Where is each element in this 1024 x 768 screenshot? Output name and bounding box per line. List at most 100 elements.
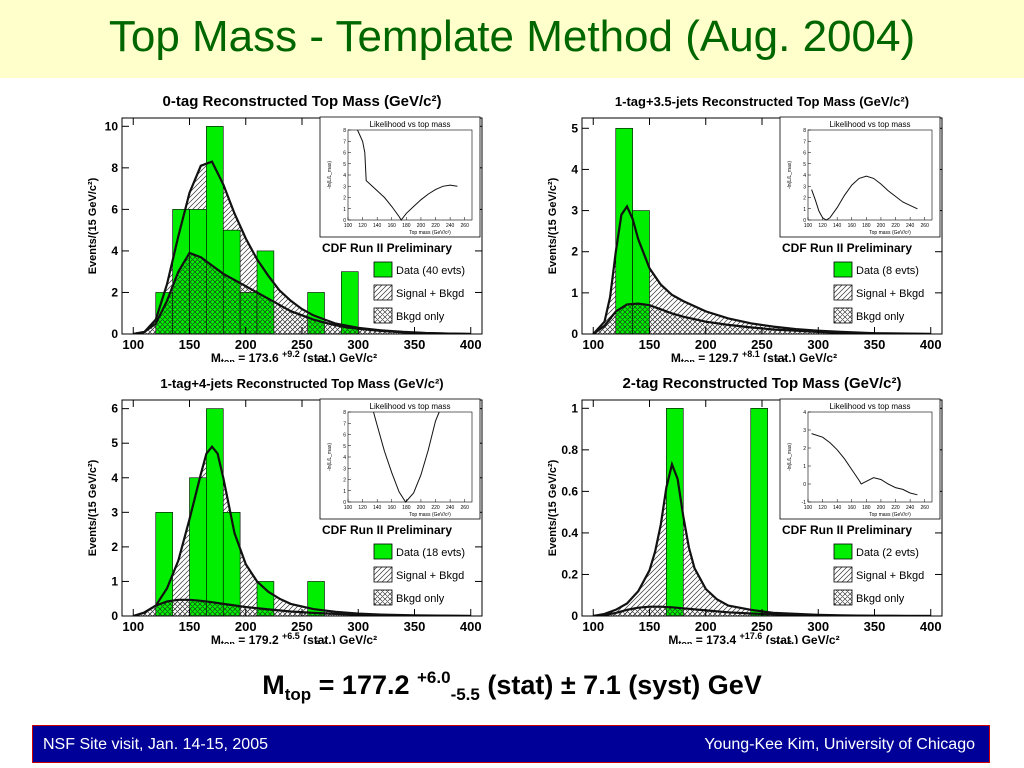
y-tick-label: 1 <box>111 574 118 588</box>
chart-svg: 2-tag Reconstructed Top Mass (GeV/c²) Eve… <box>540 364 960 644</box>
x-tick-label: 250 <box>291 337 313 352</box>
x-tick-label: 350 <box>864 337 886 352</box>
chart-title: 1-tag+3.5-jets Reconstructed Top Mass (G… <box>615 94 909 109</box>
y-tick-label: 0.2 <box>561 567 578 581</box>
x-tick-label: 300 <box>807 337 829 352</box>
likelihood-curve <box>357 129 458 221</box>
preliminary-label: CDF Run II Preliminary <box>322 241 452 255</box>
inset-y-tick-label: 6 <box>343 151 346 157</box>
plot-area <box>133 126 471 334</box>
legend-label: Signal + Bkgd <box>856 288 924 300</box>
inset-y-tick-label: 0 <box>343 500 346 506</box>
inset-title: Likelihood vs top mass <box>830 402 911 411</box>
x-tick-label: 250 <box>751 619 773 634</box>
legend-swatch <box>833 261 853 278</box>
x-tick-label: 200 <box>235 619 257 634</box>
chart-svg: 1-tag+3.5-jets Reconstructed Top Mass (G… <box>540 82 960 362</box>
chart-1tag-4jets: 1-tag+4-jets Reconstructed Top Mass (GeV… <box>80 364 500 644</box>
inset-y-tick-label: 4 <box>803 173 806 179</box>
mass-value: = 129.7 <box>695 351 742 362</box>
plot-area <box>592 127 931 334</box>
inset-x-tick-label: 260 <box>921 223 930 229</box>
inset-y-tick-label: 1 <box>343 207 346 213</box>
mass-label: Mtop = 129.7 +8.1 (stat.) GeV/c² <box>671 349 837 362</box>
inset-x-label: Top mass (GeV/c²) <box>409 512 451 518</box>
inset-y-tick-label: 8 <box>343 410 346 416</box>
inset-x-tick-label: 100 <box>804 223 813 229</box>
inset-x-tick-label: 120 <box>358 505 367 511</box>
chart-0tag: 0-tag Reconstructed Top Mass (GeV/c²) Eve… <box>80 82 500 362</box>
result-suffix: (stat) ± 7.1 (syst) GeV <box>479 670 762 700</box>
inset-y-tick-label: 1 <box>803 464 806 470</box>
result-minus: -5.5 <box>450 685 480 704</box>
y-tick-label: 4 <box>111 244 118 258</box>
result-mid: = 177.2 <box>311 670 417 700</box>
legend-label: Bkgd only <box>396 311 445 323</box>
bkg-area <box>593 303 931 334</box>
slide-title: Top Mass - Template Method (Aug. 2004) <box>108 12 916 61</box>
x-tick-label: 150 <box>179 619 201 634</box>
inset-y-tick-label: 5 <box>343 444 346 450</box>
x-tick-label: 250 <box>291 619 313 634</box>
inset-y-tick-label: 0 <box>343 218 346 224</box>
mass-post: (stat.) GeV/c² <box>300 351 377 362</box>
inset-y-tick-label: 4 <box>343 173 346 179</box>
inset-y-tick-label: 6 <box>343 433 346 439</box>
mass-label: Mtop = 173.6 +9.2 (stat.) GeV/c² <box>211 349 377 362</box>
y-tick-label: 5 <box>111 436 118 450</box>
y-tick-label: 3 <box>571 204 578 218</box>
x-tick-label: 100 <box>122 619 144 634</box>
mass-plus: +6.5 <box>282 631 300 641</box>
inset-x-label: Top mass (GeV/c²) <box>869 512 911 518</box>
mass-sub: top <box>678 639 692 644</box>
bkg-curve <box>592 302 931 334</box>
inset-y-tick-label: 3 <box>343 184 346 190</box>
y-tick-label: 8 <box>111 161 118 175</box>
legend-swatch <box>373 261 393 278</box>
inset-x-tick-label: 180 <box>862 223 871 229</box>
legend-label: Bkgd only <box>856 311 905 323</box>
inset-x-tick-label: 100 <box>344 505 353 511</box>
x-tick-label: 250 <box>751 337 773 352</box>
y-tick-label: 0 <box>111 327 118 341</box>
inset-box <box>319 398 481 520</box>
inset-x-tick-label: 200 <box>417 505 426 511</box>
legend-label: Bkgd only <box>396 593 445 605</box>
inset-y-tick-label: 6 <box>803 151 806 157</box>
plot-area <box>132 408 471 616</box>
x-tick-label: 300 <box>347 619 369 634</box>
mass-post: (stat.) GeV/c² <box>760 351 837 362</box>
inset-x-tick-label: 260 <box>921 505 930 511</box>
legend-swatch <box>373 307 393 324</box>
inset-x-tick-label: 160 <box>848 505 857 511</box>
mass-m: M <box>211 351 221 362</box>
likelihood-curve <box>811 175 918 221</box>
title-bar <box>0 0 1024 78</box>
y-axis-label: Events/(15 GeV/c²) <box>547 459 559 556</box>
mass-plus: +9.2 <box>282 349 300 359</box>
inset-y-tick-label: 7 <box>343 139 346 145</box>
y-tick-label: 0.4 <box>561 526 578 540</box>
legend-label: Signal + Bkgd <box>396 570 464 582</box>
y-tick-label: 0 <box>571 609 578 623</box>
inset-x-tick-label: 180 <box>402 223 411 229</box>
inset-x-tick-label: 180 <box>862 505 871 511</box>
inset-x-tick-label: 120 <box>818 505 827 511</box>
mass-post: (stat.) GeV/c² <box>300 633 377 644</box>
x-tick-label: 300 <box>347 337 369 352</box>
mass-plus: +8.1 <box>742 349 760 359</box>
inset-x-label: Top mass (GeV/c²) <box>869 230 911 236</box>
x-tick-label: 200 <box>235 337 257 352</box>
inset-y-label: -ln(L/L_max) <box>327 443 333 471</box>
bkg-curve <box>132 598 471 616</box>
inset-y-tick-label: 1 <box>803 207 806 213</box>
inset-frame <box>807 411 933 503</box>
x-tick-label: 400 <box>920 619 942 634</box>
inset-x-tick-label: 240 <box>906 223 915 229</box>
y-tick-label: 2 <box>571 245 578 259</box>
likelihood-curve <box>811 433 918 496</box>
inset-x-tick-label: 240 <box>906 505 915 511</box>
legend-label: Data (8 evts) <box>856 265 919 277</box>
data-bar <box>155 512 173 616</box>
inset-x-tick-label: 200 <box>877 505 886 511</box>
